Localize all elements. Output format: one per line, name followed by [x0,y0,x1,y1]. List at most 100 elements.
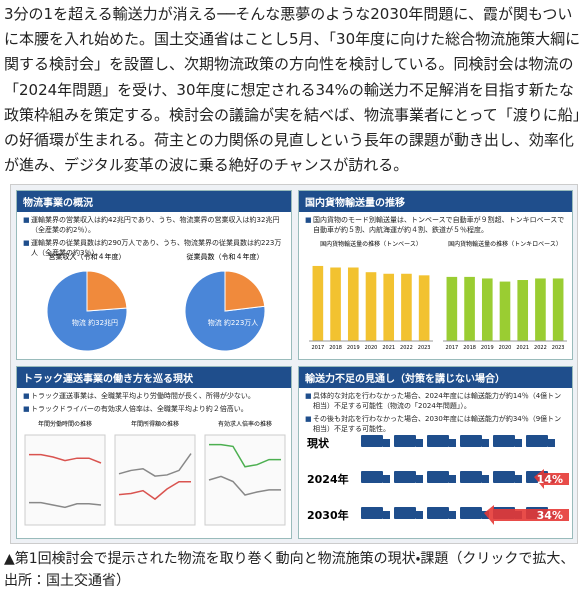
bar [383,273,395,341]
truck-cab [548,439,555,447]
bar [330,267,341,341]
line-series [118,453,192,477]
pies: 営業収入（令和４年度） 物流 約32兆円 従業員数（令和４年度） 物流 約223万人 [46,252,266,352]
figure-caption: ▲第1回検討会で提示された物流を取り巻く動向と物流施策の現状・課題（クリックで拡… [4,551,575,589]
shortage-label: 34% [537,509,563,522]
chart-title: 年間労働時間の推移 [38,420,92,428]
panel: 物流事業の概況 運輸業界の営業収入は約42兆円であり、うち、物流業界の営業収入は… [16,190,292,360]
row-label: 2030年 [307,508,349,522]
bar [401,273,412,341]
x-tick-label: 2022 [400,345,413,351]
x-tick-label: 2019 [481,345,494,351]
bullet: 運輸業界の従業員数は約290万人であり、うち、物流業界の従業員数は約223万人（… [23,238,285,258]
truck-icon [460,435,482,447]
truck-cab [416,475,423,483]
truck-cab [515,475,522,483]
shortage-arrow [484,505,569,525]
plot-area [24,434,106,526]
panel: 国内貨物輸送量の推移 国内貨物のモード別輸送量は、トンベースで自動車が９割超、ト… [298,190,573,360]
bullet: 具体的な対応を行わなかった場合、2024年度には輸送能力が約14％（4億トン相当… [305,391,566,411]
truck-cab [449,511,456,519]
truck-icon [394,435,416,447]
bullet: トラックドライバーの有効求人倍率は、全職業平均より約２倍高い。 [23,404,285,414]
bullet: 運輸業界の営業収入は約42兆円であり、うち、物流業界の営業収入は約32兆円（全産… [23,215,285,235]
x-tick-label: 2023 [552,345,565,351]
x-tick-label: 2019 [347,345,360,351]
bullet: トラック運送事業は、全職業平均より労働時間が長く、所得が少ない。 [23,391,285,401]
truck-cab [416,511,423,519]
plot-area [114,434,196,526]
truck-cab [449,439,456,447]
truck-icon [361,507,383,519]
x-tick-label: 2018 [329,345,342,351]
panel-title: 国内貨物輸送量の推移 [299,191,572,212]
pie-slice [86,270,128,312]
truck-cab [449,475,456,483]
x-tick-label: 2020 [499,345,512,351]
pie-label: 物流 約32兆円 [72,318,118,327]
bar [517,280,529,341]
x-tick-label: 2021 [382,345,395,351]
row-label: 2024年 [307,472,349,486]
x-tick-label: 2021 [516,345,529,351]
bar [418,275,430,341]
line-series [208,475,281,496]
pie-title: 営業収入（令和４年度） [49,252,126,261]
truck-icon [394,471,416,483]
truck-icon [427,471,449,483]
x-tick-label: 2020 [365,345,378,351]
shortage-arrow [534,469,569,489]
row-label: 現状 [307,436,330,450]
truck-icon [427,435,449,447]
truck-icon [361,471,383,483]
bar [464,276,475,341]
truck-icon [361,435,383,447]
bar [552,278,564,341]
x-tick-label: 2018 [463,345,476,351]
bullet: 国内貨物のモード別輸送量は、トンベースで自動車が９割超、トンキロベースで自動車が… [305,215,566,235]
panel-title: 物流事業の概況 [17,191,291,212]
article-paragraph: 3分の1を超える輸送力が消える──そんな悪夢のような2030年問題に、霞が関もつ… [4,5,581,175]
pie-label: 物流 約223万人 [208,318,259,327]
truck-cab [383,511,390,519]
truck-icon [460,507,482,519]
bar [481,278,493,341]
line-series [209,443,281,468]
truck-cab [482,475,489,483]
truck-icon [493,471,515,483]
bar [446,276,458,341]
truck-cab [383,439,390,447]
pie-slice [224,270,266,312]
truck-icon [526,435,548,447]
x-tick-label: 2023 [418,345,431,351]
shortage-chart: 現状 2024年 14% 2030年 34% [307,435,569,525]
truck-cab [383,475,390,483]
panel-title: トラック運送事業の働き方を巡る現状 [17,367,291,388]
truck-cab [515,439,522,447]
figure[interactable]: 物流事業の概況 運輸業界の営業収入は約42兆円であり、うち、物流業界の営業収入は… [10,184,578,544]
truck-cab [416,439,423,447]
pie-title: 従業員数（令和４年度） [187,252,264,261]
bar [365,272,377,341]
truck-cab [482,439,489,447]
shortage-label: 14% [537,473,563,486]
bar [535,278,546,341]
line-series [118,480,191,501]
plot-area [204,434,286,526]
x-tick-label: 2022 [534,345,547,351]
chart-title: 年間所得額の推移 [131,420,179,428]
chart-title: 国内貨物輸送量の推移（トンキロベース） [448,240,562,248]
truck-icon [427,507,449,519]
bar [312,265,324,341]
panel: トラック運送事業の働き方を巡る現状 トラック運送事業は、全職業平均より労働時間が… [16,366,292,539]
line-charts: 年間労働時間の推移 年間所得額の推移 有効求人倍率の推移 [24,420,286,526]
bar [499,281,511,341]
truck-icon [394,507,416,519]
x-tick-label: 2017 [311,345,324,351]
truck-icon [460,471,482,483]
truck-cab [482,511,489,519]
line-series [29,501,102,509]
bullet: その後も対応を行わなかった場合、2030年度には輸送能力が約34％（9億トン相当… [305,414,566,434]
chart-title: 国内貨物輸送量の推移（トンベース） [320,240,422,248]
